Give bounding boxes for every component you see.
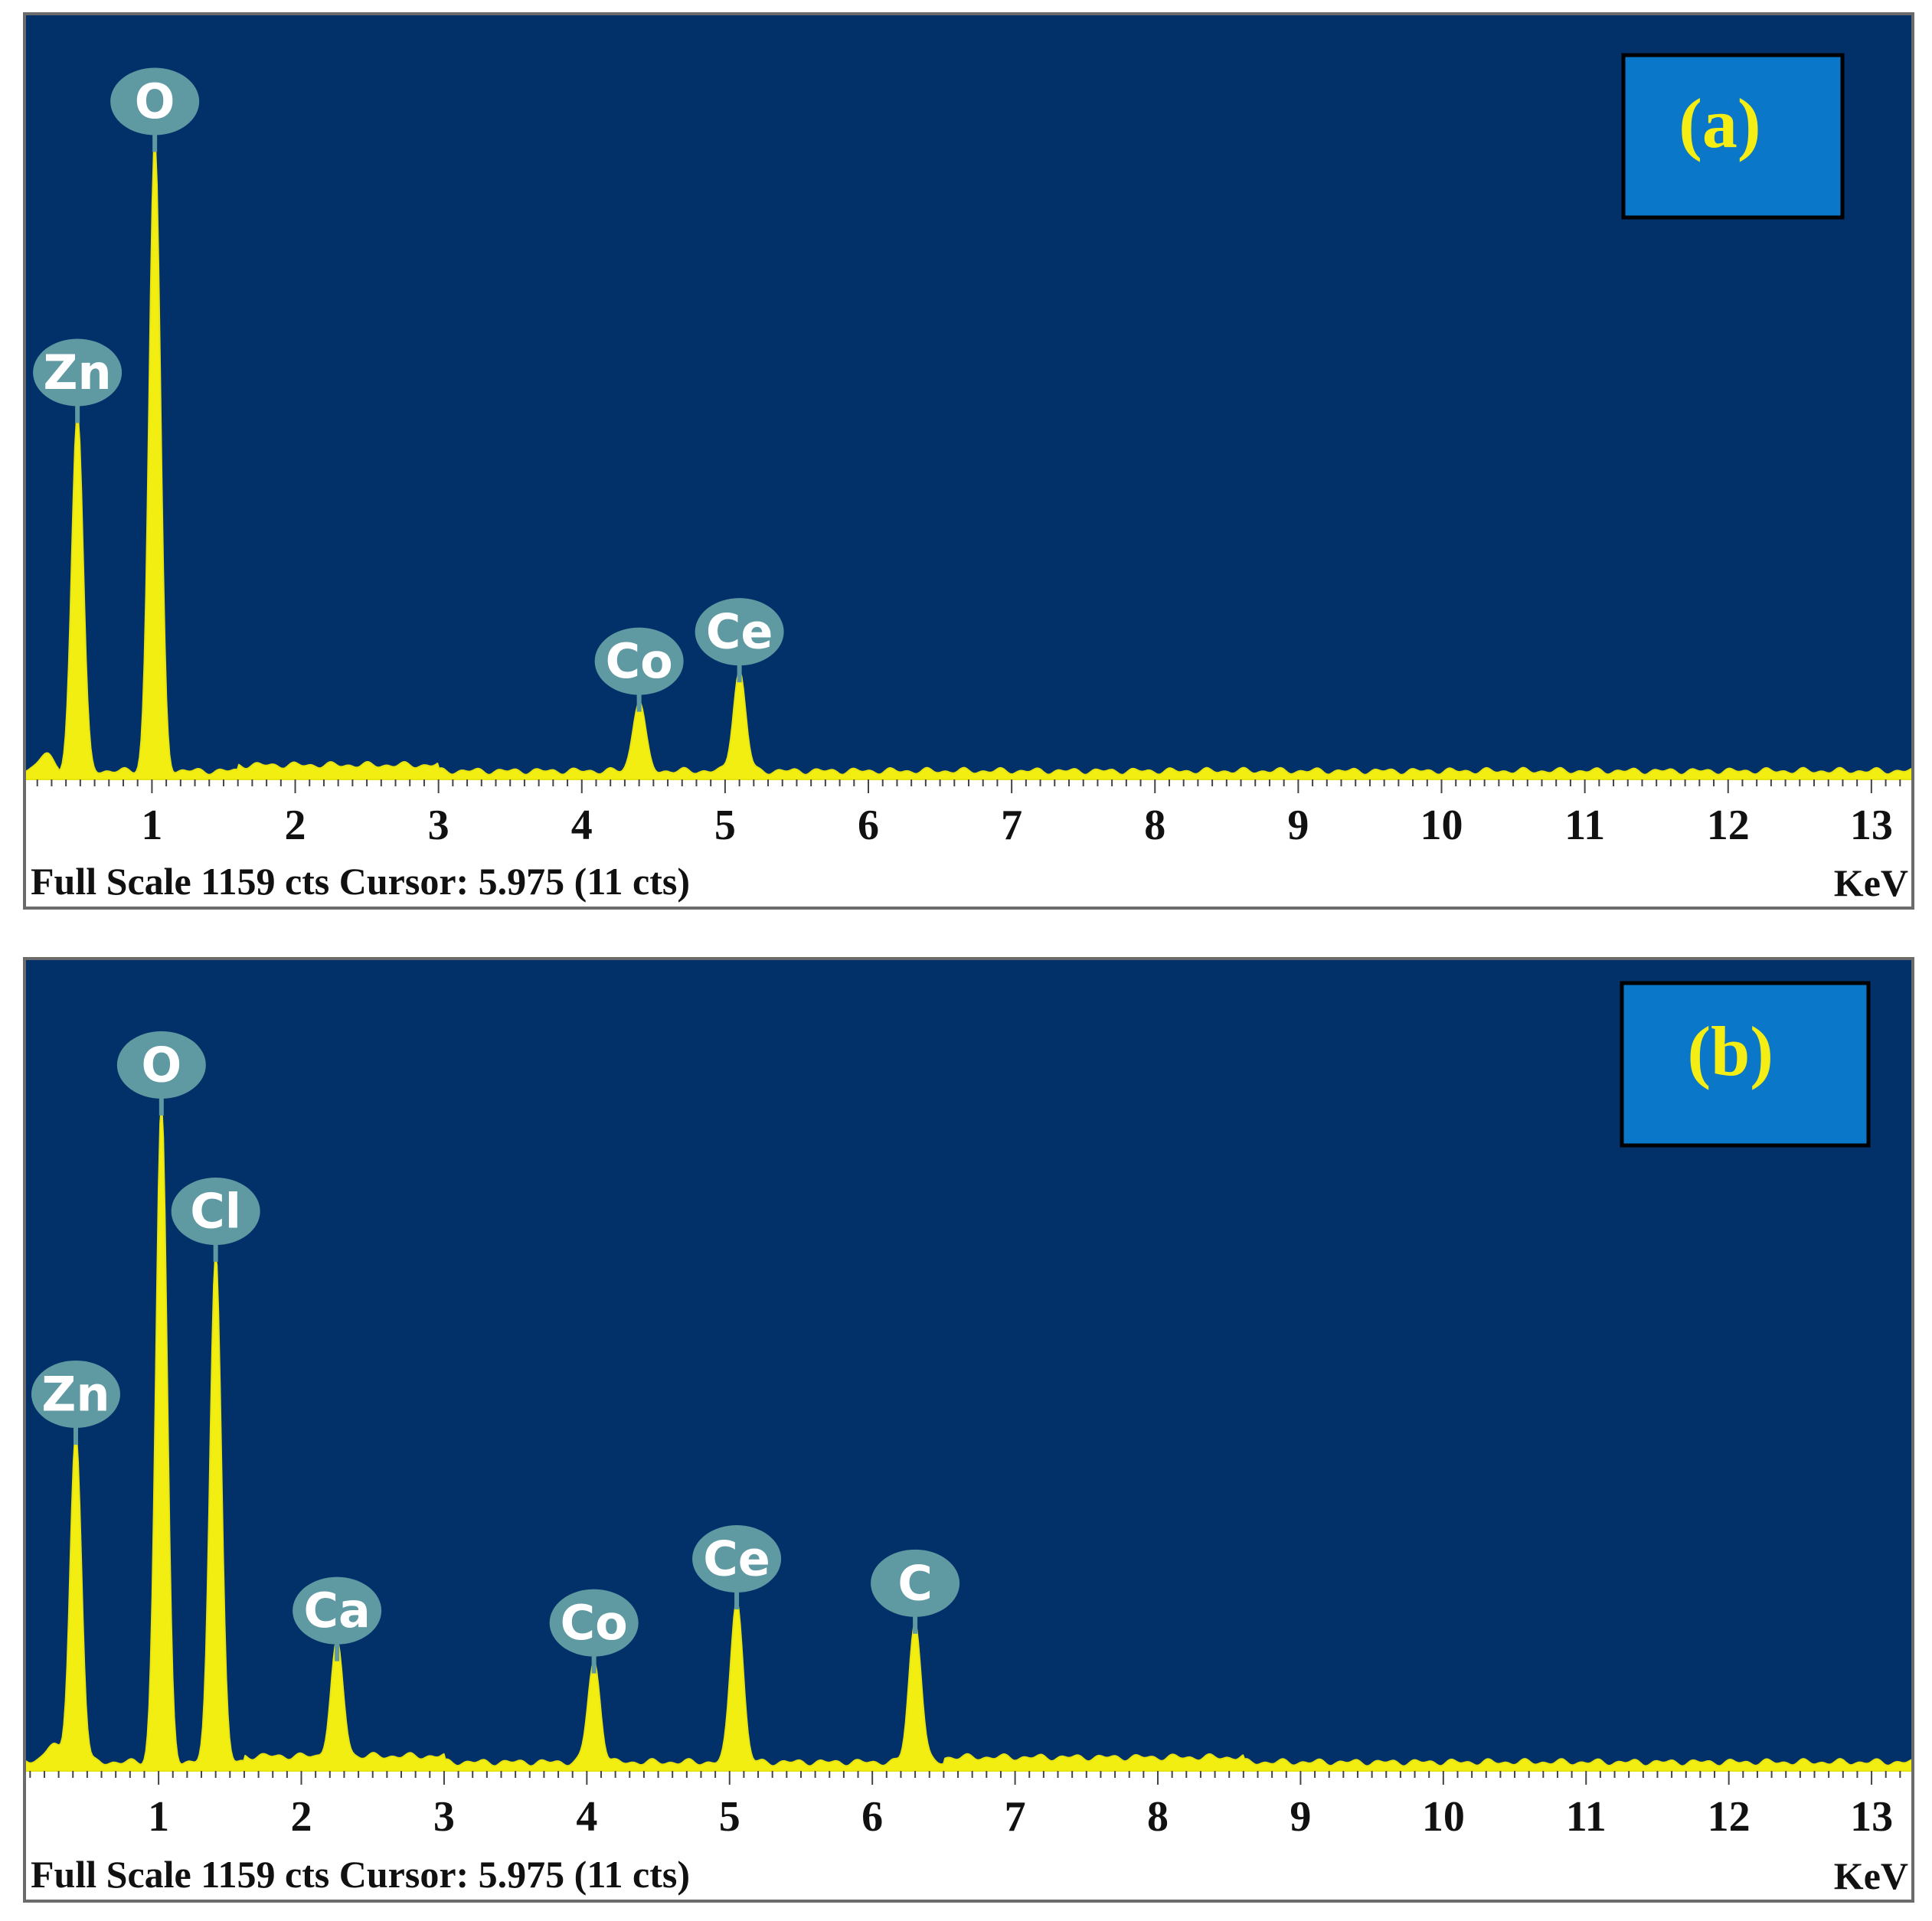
peak-marker-o — [116, 1031, 206, 1099]
axis-strip — [23, 1771, 1914, 1903]
x-tick-label: 11 — [1564, 802, 1605, 849]
peak-label-ce: Ce — [703, 1531, 770, 1586]
peak-label-zn: Zn — [41, 1366, 110, 1422]
x-tick-label: 2 — [285, 802, 306, 849]
x-axis-unit: KeV — [1834, 861, 1908, 904]
panel-label-box — [1621, 53, 1845, 220]
peak-label-ce: Ce — [706, 604, 773, 660]
x-tick-label: 5 — [714, 802, 736, 849]
eds-spectrum-panel-a: 1 2 3 4 5 6 7 8 9 10 11 12 13 Full Scale 1159 cts Cur… — [23, 12, 1914, 910]
x-tick-label: 3 — [428, 802, 449, 849]
peak-marker-zn — [31, 1360, 120, 1428]
peak-marker-co — [549, 1589, 639, 1657]
x-tick-label: 1 — [148, 1793, 169, 1841]
x-tick-label: 6 — [858, 802, 879, 849]
x-tick-label: 6 — [861, 1793, 883, 1841]
peak-marker-zn — [33, 338, 123, 407]
full-scale-cursor-readout: Full Scale 1159 cts Cursor: 5.975 (11 ct… — [31, 1853, 690, 1896]
peak-label-cl: Cl — [190, 1184, 241, 1240]
panel-frame — [23, 12, 1914, 910]
x-tick-label: 10 — [1420, 802, 1463, 849]
peak-marker-o — [110, 67, 200, 136]
x-tick-label: 13 — [1850, 802, 1893, 849]
peak-label-c: C — [897, 1555, 933, 1611]
x-tick-label: 5 — [719, 1793, 740, 1841]
x-tick-label: 7 — [1005, 1793, 1026, 1841]
peak-marker-ce — [695, 598, 784, 666]
x-tick-label: 13 — [1850, 1793, 1893, 1841]
x-tick-label: 2 — [291, 1793, 312, 1841]
x-tick-label: 10 — [1422, 1793, 1465, 1841]
x-tick-label: 7 — [1001, 802, 1022, 849]
x-tick-label: 4 — [576, 1793, 597, 1841]
x-tick-label: 4 — [571, 802, 593, 849]
spectrum-background — [23, 12, 1914, 779]
x-tick-label: 8 — [1147, 1793, 1169, 1841]
x-tick-label: 9 — [1287, 802, 1309, 849]
axis-strip — [23, 779, 1914, 910]
panel-label: (a) — [1679, 84, 1760, 162]
x-tick-label: 3 — [433, 1793, 455, 1841]
peak-label-co: Co — [606, 633, 673, 689]
x-axis-unit: KeV — [1834, 1854, 1908, 1897]
panel-frame — [23, 957, 1914, 1903]
peak-marker-ce — [692, 1524, 782, 1593]
peak-label-o: O — [141, 1037, 181, 1093]
panel-label-box — [1620, 981, 1871, 1148]
x-tick-label: 12 — [1708, 1793, 1751, 1841]
x-tick-label: 11 — [1566, 1793, 1607, 1841]
peak-label-o: O — [135, 74, 175, 129]
spectrum-trace — [23, 142, 1914, 780]
full-scale-cursor-readout: Full Scale 1159 cts Cursor: 5.975 (11 ct… — [31, 860, 690, 903]
x-tick-label: 9 — [1290, 1793, 1311, 1841]
peak-label-zn: Zn — [44, 345, 112, 400]
x-tick-label: 8 — [1144, 802, 1165, 849]
x-tick-label: 12 — [1707, 802, 1750, 849]
peak-label-ca: Ca — [303, 1583, 370, 1638]
peak-label-co: Co — [561, 1595, 628, 1651]
peak-marker-ca — [293, 1576, 382, 1645]
panel-label: (b) — [1687, 1012, 1773, 1090]
x-tick-label: 1 — [141, 802, 162, 849]
peak-marker-cl — [171, 1178, 260, 1246]
eds-spectrum-panel-b: 1 2 3 4 5 6 7 8 9 10 11 12 13 Full Scale 1159 cts Cur… — [23, 957, 1914, 1903]
peak-marker-co — [594, 627, 684, 695]
peak-marker-c — [871, 1549, 960, 1617]
